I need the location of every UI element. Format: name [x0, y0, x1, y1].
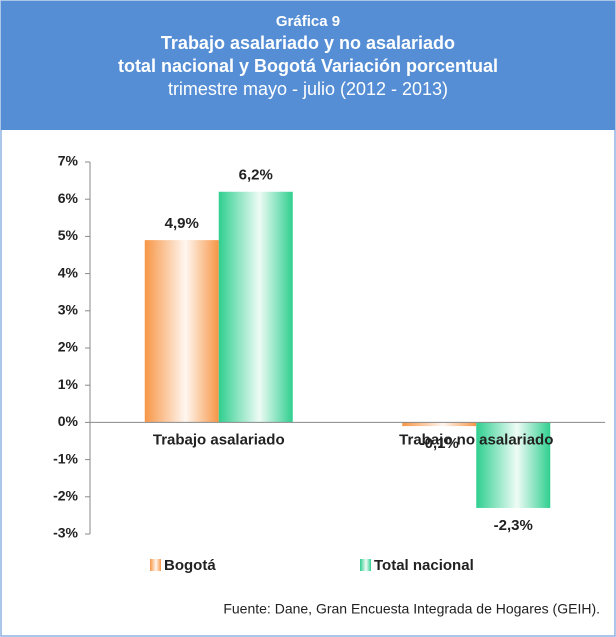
bar	[144, 240, 219, 423]
y-tick-label: 1%	[58, 376, 79, 392]
y-tick-label: 7%	[58, 153, 79, 169]
x-tick-label: Trabajo no asalariado	[399, 431, 553, 448]
bar	[218, 191, 293, 423]
chart-title: Gráfica 9	[276, 13, 340, 30]
bar	[476, 422, 551, 508]
chart-title: total nacional y Bogotá Variación porcen…	[118, 56, 498, 76]
legend-label: Bogotá	[164, 557, 216, 574]
chart-title: Trabajo asalariado y no asalariado	[161, 33, 455, 53]
data-label: -2,3%	[494, 517, 533, 534]
y-tick-label: -1%	[53, 450, 78, 466]
header	[1, 1, 615, 130]
y-tick-label: 0%	[58, 413, 79, 429]
legend-swatch	[150, 559, 161, 571]
y-tick-label: 5%	[58, 227, 79, 243]
chart-subtitle: trimestre mayo - julio (2012 - 2013)	[168, 79, 448, 99]
y-tick-label: 3%	[58, 302, 79, 318]
bar	[402, 422, 477, 427]
legend-label: Total nacional	[374, 557, 474, 574]
x-tick-label: Trabajo asalariado	[153, 431, 285, 448]
data-label: 4,9%	[165, 215, 199, 232]
data-label: -0,1%	[420, 435, 459, 452]
y-tick-label: 4%	[58, 264, 79, 280]
data-label: 6,2%	[239, 167, 273, 184]
legend-swatch	[360, 559, 371, 571]
y-tick-label: 2%	[58, 339, 79, 355]
y-tick-label: -3%	[53, 525, 78, 541]
y-tick-label: 6%	[58, 190, 79, 206]
y-tick-label: -2%	[53, 488, 78, 504]
source: Fuente: Dane, Gran Encuesta Integrada de…	[223, 601, 600, 617]
